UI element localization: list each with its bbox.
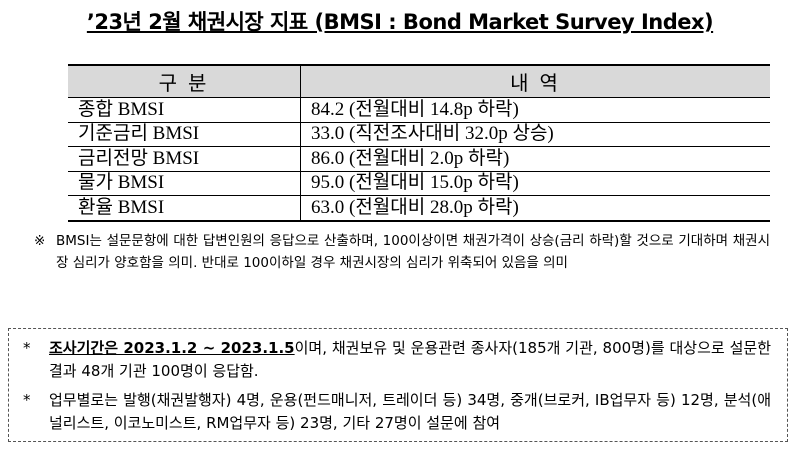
table-row: 기준금리 BMSI 33.0 (직전조사대비 32.0p 상승) xyxy=(68,122,770,147)
table-row: 환율 BMSI 63.0 (전월대비 28.0p 하락) xyxy=(68,195,770,222)
header-cell: 구 분 xyxy=(68,64,301,98)
box-item: * 조사기간은 2023.1.2 ~ 2023.1.5이며, 채권보유 및 운용… xyxy=(23,337,771,383)
table-row: 물가 BMSI 95.0 (전월대비 15.0p 하락) xyxy=(68,171,770,196)
bmsi-table: 구 분 내 역 종합 BMSI 84.2 (전월대비 14.8p 하락) 기준금리 … xyxy=(68,64,770,222)
row-value: 63.0 (전월대비 28.0p 하락) xyxy=(300,195,770,222)
item-text: 조사기간은 2023.1.2 ~ 2023.1.5이며, 채권보유 및 운용관련… xyxy=(49,337,771,383)
note-text: BMSI는 설문문항에 대한 답변인원의 응답으로 산출하며, 100이상이면 … xyxy=(56,233,770,271)
row-label: 환율 BMSI xyxy=(68,195,301,222)
note: ※ BMSI는 설문문항에 대한 답변인원의 응답으로 산출하며, 100이상이… xyxy=(34,230,770,274)
emphasis: 조사기간은 2023.1.2 ~ 2023.1.5 xyxy=(49,339,295,357)
row-value: 84.2 (전월대비 14.8p 하락) xyxy=(300,97,770,123)
bullet: * xyxy=(23,339,31,357)
row-label: 종합 BMSI xyxy=(68,97,301,123)
text: 이며, 채권보유 및 운용관련 종사자(185개 기관, 800명)를 대상으로… xyxy=(49,339,771,380)
row-label: 금리전망 BMSI xyxy=(68,146,301,172)
survey-box: * 조사기간은 2023.1.2 ~ 2023.1.5이며, 채권보유 및 운용… xyxy=(8,328,788,442)
header-row: 구 분 내 역 xyxy=(68,64,770,98)
note-mark: ※ xyxy=(34,233,46,249)
box-item: * 업무별로는 발행(채권발행자) 4명, 운용(펀드매니저, 트레이더 등) … xyxy=(23,389,771,435)
bullet: * xyxy=(23,391,31,409)
row-value: 86.0 (전월대비 2.0p 하락) xyxy=(300,146,770,172)
title: ’23년 2월 채권시장 지표 (BMSI : Bond Market Surv… xyxy=(86,10,714,34)
row-label: 물가 BMSI xyxy=(68,171,301,196)
item-text: 업무별로는 발행(채권발행자) 4명, 운용(펀드매니저, 트레이더 등) 34… xyxy=(49,391,771,432)
row-value: 33.0 (직전조사대비 32.0p 상승) xyxy=(300,122,770,147)
table-row: 종합 BMSI 84.2 (전월대비 14.8p 하락) xyxy=(68,97,770,123)
row-label: 기준금리 BMSI xyxy=(68,122,301,147)
row-value: 95.0 (전월대비 15.0p 하락) xyxy=(300,171,770,196)
table-body: 종합 BMSI 84.2 (전월대비 14.8p 하락) 기준금리 BMSI 33.0… xyxy=(68,97,770,222)
header-cell: 내 역 xyxy=(300,64,770,98)
table-row: 금리전망 BMSI 86.0 (전월대비 2.0p 하락) xyxy=(68,146,770,172)
